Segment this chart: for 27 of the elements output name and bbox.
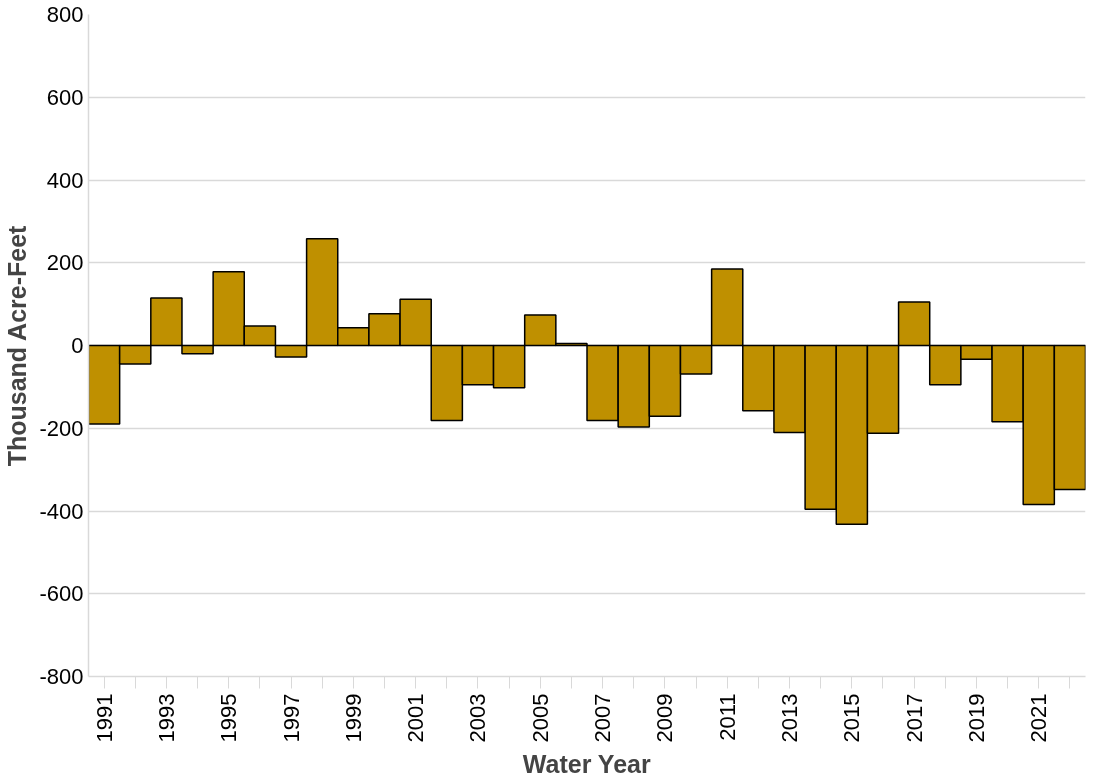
- y-tick-label: 400: [46, 167, 84, 193]
- x-tick-label: 2021: [1026, 693, 1052, 743]
- y-tick-label: -800: [39, 664, 84, 689]
- x-axis-title: Water Year: [522, 750, 651, 779]
- x-tick-label: 2019: [963, 693, 989, 743]
- x-tick-label: 1991: [91, 693, 117, 743]
- x-tick-label: 2009: [652, 693, 678, 743]
- x-tick-label: 2005: [527, 693, 553, 743]
- y-tick-label: 600: [46, 84, 84, 110]
- x-tick-label: 2011: [714, 693, 740, 741]
- y-tick-label: -600: [39, 581, 84, 607]
- x-tick-label: 2001: [403, 693, 429, 743]
- x-tick-label: 1997: [278, 693, 304, 743]
- x-tick-label: 1995: [216, 693, 242, 743]
- x-tick-label: 1993: [153, 693, 179, 743]
- x-tick-label: 2017: [901, 693, 927, 743]
- x-tick-label: 2007: [590, 693, 616, 743]
- y-axis-title: Thousand Acre-Feet: [3, 224, 32, 467]
- x-tick-label: 2013: [777, 693, 803, 743]
- y-tick-label: -400: [39, 498, 84, 524]
- y-tick-label: 200: [46, 250, 84, 276]
- x-tick-label: 1999: [340, 693, 366, 743]
- y-tick-label: 800: [46, 2, 84, 27]
- x-tick-label: 2015: [839, 693, 865, 743]
- y-tick-label: -200: [39, 415, 84, 441]
- y-tick-label: 0: [71, 333, 84, 358]
- x-tick-label: 2003: [465, 693, 491, 743]
